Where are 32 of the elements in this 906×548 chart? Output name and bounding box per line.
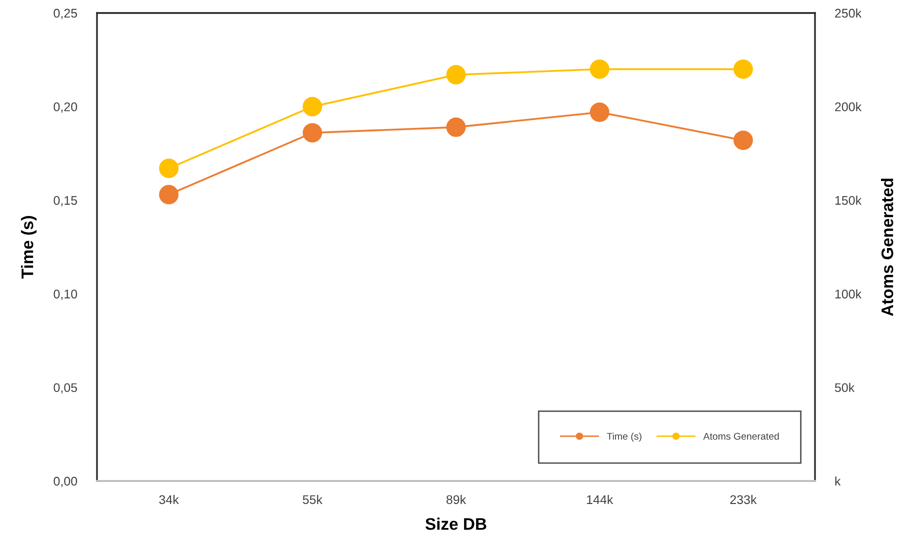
y-tick-label: 0,10 [54, 290, 78, 300]
y-tick-label: 0,20 [54, 102, 78, 113]
y-tick-label: 0,05 [54, 383, 78, 394]
x-tick-label: 233k [730, 494, 757, 504]
point [446, 65, 466, 84]
x-tick-label: 55k [302, 494, 322, 504]
y2-tick-label: 50k [834, 382, 855, 392]
point [159, 158, 179, 178]
point [590, 59, 610, 79]
point [590, 102, 610, 122]
x-tick-label: 144k [587, 494, 614, 504]
y-tick-label: 0,15 [54, 196, 78, 206]
y2-tick-label: 200k [835, 102, 862, 112]
y2-axis-title: Atoms Generated [880, 178, 894, 316]
x-tick-label: 89k [446, 494, 466, 504]
y2-tick-label: 100k [835, 289, 862, 298]
y-axis-title: Time (s) [21, 216, 37, 279]
point [302, 123, 322, 143]
y2-tick-label: 250k [835, 8, 862, 18]
y2-tick-label: 150k [835, 196, 862, 205]
point [302, 96, 322, 116]
legend-label: Atoms Generated [703, 432, 779, 440]
legend-label: Time (s) [606, 432, 642, 442]
x-axis-title: Size DB [425, 518, 486, 530]
y-tick-label: 0,00 [54, 476, 78, 488]
point [159, 184, 179, 204]
point [733, 130, 753, 150]
y-tick-label: 0,25 [54, 8, 78, 20]
y2-tick-label: k [835, 476, 841, 486]
x-tick-label: 34k [159, 494, 179, 504]
point [446, 117, 466, 137]
point [733, 59, 753, 79]
